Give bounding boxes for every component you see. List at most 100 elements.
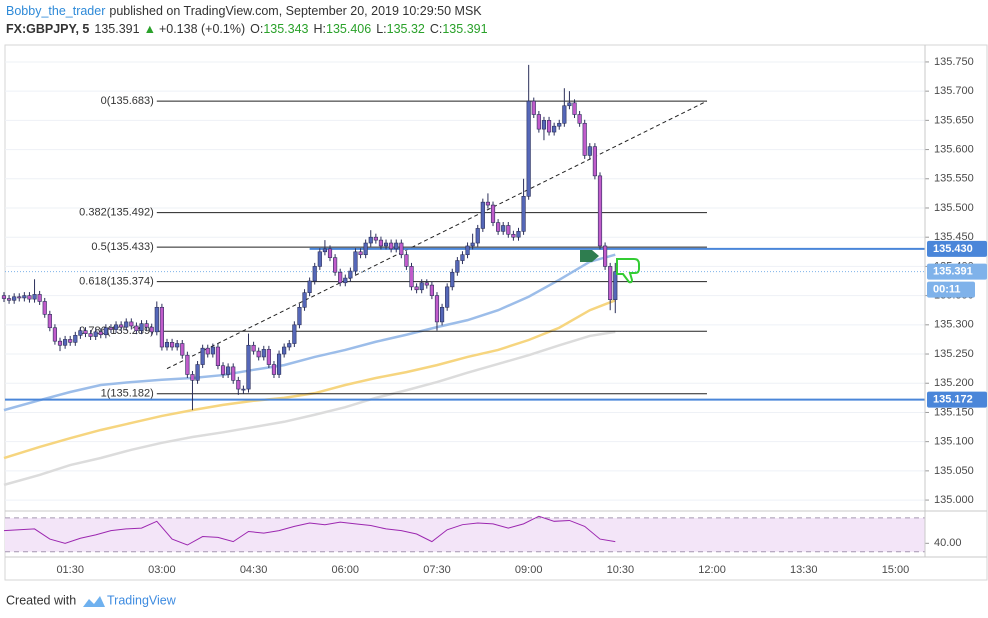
candle-body — [613, 271, 618, 300]
candle-body — [37, 294, 42, 302]
candle-body — [88, 333, 93, 337]
candle-body — [414, 286, 419, 291]
candle-body — [373, 236, 378, 241]
trend-line — [166, 100, 708, 370]
candle-body — [292, 324, 297, 344]
candle-body — [180, 343, 185, 356]
symbol: FX:GBPJPY, 5 — [6, 22, 89, 36]
author[interactable]: Bobby_the_trader — [6, 4, 105, 18]
countdown-text: 00:11 — [933, 284, 961, 296]
candle-body — [480, 201, 485, 229]
candle-body — [317, 251, 322, 267]
candle-body — [531, 100, 536, 115]
candle-body — [490, 204, 496, 223]
candle-body — [271, 364, 277, 375]
fib-label: 1(135.182) — [101, 388, 154, 400]
y-tick-label: 135.700 — [934, 85, 974, 97]
candle-body — [297, 306, 302, 326]
fib-label: 0.382(135.492) — [79, 207, 154, 219]
candle-body — [455, 260, 460, 273]
candle-body — [450, 271, 455, 288]
drawings-layer: 0(135.683) 0.382(135.492) 0.5(135.433) 0.61… — [3, 95, 925, 487]
footer-brand[interactable]: TradingView — [107, 593, 177, 607]
up-arrow: ▲ — [144, 22, 156, 36]
candle-body — [429, 284, 434, 296]
close-label: C: — [430, 22, 443, 36]
candle-body — [526, 100, 531, 197]
candle-body — [210, 346, 215, 355]
footer-created: Created with — [6, 593, 76, 607]
fib-label: 0.5(135.433) — [91, 241, 153, 253]
rsi-line — [3, 515, 616, 546]
x-tick-label: 12:00 — [698, 564, 726, 576]
countdown-box — [927, 281, 975, 298]
moving-average — [3, 253, 616, 412]
high-value: 135.406 — [326, 22, 371, 36]
candle-body — [73, 335, 78, 343]
candle-body — [552, 125, 557, 133]
candle-body — [251, 344, 256, 352]
candle-body — [231, 366, 236, 381]
y-tick-label: 135.500 — [934, 202, 974, 214]
candle-body — [322, 248, 327, 253]
header-line-2: FX:GBPJPY, 5 135.391 ▲ +0.138 (+0.1%) O:135.… — [6, 22, 488, 36]
candle-body — [108, 327, 114, 330]
published: published on TradingView.com, September … — [109, 4, 482, 18]
candle-body — [445, 286, 450, 308]
open-label: O: — [250, 22, 263, 36]
candle-body — [378, 239, 384, 247]
horizontal-line-label-box — [927, 391, 987, 408]
candle-body — [287, 343, 292, 348]
candle-body — [353, 251, 358, 272]
candle-body — [567, 102, 572, 107]
tradingview-logo — [83, 596, 105, 607]
candle-body — [185, 354, 190, 375]
candle-body — [215, 346, 221, 367]
header-line-1: Bobby_the_trader published on TradingView… — [6, 4, 482, 18]
candle-body — [562, 105, 567, 124]
candle-body — [205, 347, 210, 355]
x-tick-label: 15:00 — [882, 564, 910, 576]
candle-body — [312, 266, 317, 282]
candle-body — [220, 365, 226, 375]
fib-label: 0.618(135.374) — [79, 275, 154, 287]
open-value: 135.343 — [263, 22, 308, 36]
y-tick-label: 135.750 — [934, 56, 974, 68]
y-tick-label: 135.100 — [934, 436, 974, 448]
candle-body — [190, 374, 195, 381]
candle-body — [546, 120, 552, 133]
low-value: 135.32 — [387, 22, 425, 36]
candle-body — [32, 294, 37, 300]
candle-body — [465, 245, 470, 256]
candle-body — [266, 349, 271, 365]
candle-body — [27, 295, 32, 300]
high-label: H: — [314, 22, 327, 36]
candle-body — [485, 201, 491, 206]
candle-body — [93, 331, 98, 337]
candle-body — [338, 271, 343, 284]
candle-body — [592, 146, 597, 177]
candle-body — [383, 242, 389, 247]
moving-average — [3, 330, 616, 487]
candle-body — [399, 242, 404, 256]
candle-body — [582, 122, 587, 156]
y-tick-label: 135.600 — [934, 143, 974, 155]
candle-body — [434, 295, 440, 323]
candle-body — [78, 330, 83, 336]
candle-body — [511, 233, 516, 238]
rsi-band — [5, 517, 925, 552]
candle-body — [236, 380, 241, 390]
candle-body — [124, 321, 129, 328]
x-tick-label: 01:30 — [56, 564, 84, 576]
candle-body — [368, 236, 373, 244]
x-tick-label: 03:00 — [148, 564, 176, 576]
close-value: 135.391 — [442, 22, 487, 36]
candle-body — [261, 349, 266, 358]
candle-body — [17, 296, 22, 299]
candle-body — [246, 344, 251, 390]
candles-layer — [1, 64, 618, 411]
candle-body — [343, 277, 348, 284]
candle-body — [113, 324, 119, 330]
change: +0.138 (+0.1%) — [159, 22, 245, 36]
